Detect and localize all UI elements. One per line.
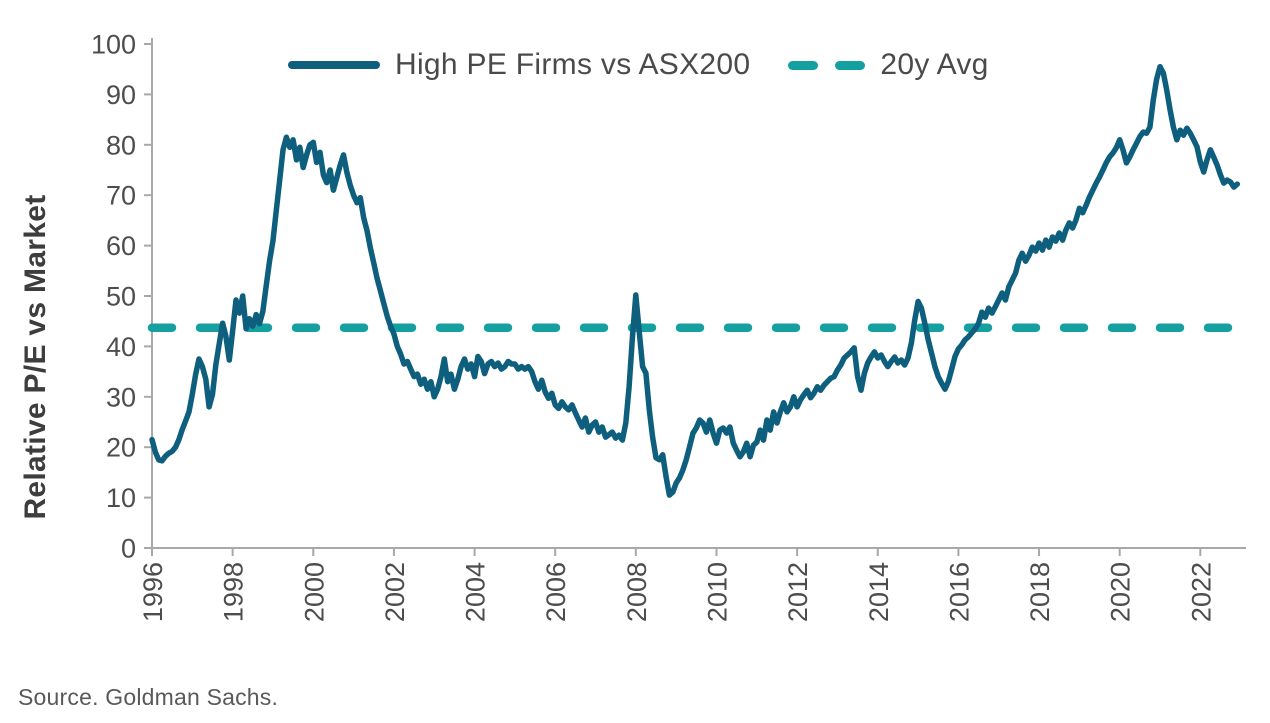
x-tick-label: 2022 <box>1186 562 1216 622</box>
x-tick-label: 2010 <box>702 562 732 622</box>
legend-series-label: High PE Firms vs ASX200 <box>395 48 751 81</box>
x-tick-label: 2004 <box>461 562 491 622</box>
y-tick-label: 80 <box>106 130 136 160</box>
x-tick-label: 2014 <box>864 562 894 622</box>
x-tick-label: 1996 <box>138 562 168 622</box>
legend-avg-label: 20y Avg <box>880 48 989 81</box>
y-tick-label: 10 <box>106 483 136 513</box>
axes-lines <box>151 38 1246 549</box>
y-tick-label: 90 <box>106 80 136 110</box>
legend-dash-segment <box>788 60 819 70</box>
x-tick-label: 2012 <box>783 562 813 622</box>
x-tick-label: 2018 <box>1025 562 1055 622</box>
x-tick-label: 2002 <box>380 562 410 622</box>
legend-series-swatch <box>288 61 380 69</box>
y-tick-label: 40 <box>106 332 136 362</box>
x-tick-label: 2006 <box>541 562 571 622</box>
y-tick-label: 30 <box>106 382 136 412</box>
x-tick-label: 1998 <box>219 562 249 622</box>
x-tick-label: 2008 <box>622 562 652 622</box>
chart-legend: High PE Firms vs ASX200 20y Avg <box>288 44 989 86</box>
x-tick-label: 2020 <box>1106 562 1136 622</box>
y-tick-label: 50 <box>106 282 136 312</box>
y-tick-label: 70 <box>106 181 136 211</box>
pe-series-line <box>149 63 1241 498</box>
y-tick-label: 20 <box>106 433 136 463</box>
y-tick-label: 0 <box>121 534 136 564</box>
legend-dash-segment <box>835 60 866 70</box>
y-tick-label: 60 <box>106 231 136 261</box>
source-note: Source. Goldman Sachs. <box>18 684 279 710</box>
y-tick-label: 100 <box>91 30 136 60</box>
legend-avg-swatch <box>788 60 866 70</box>
x-tick-label: 2000 <box>299 562 329 622</box>
x-tick-label: 2016 <box>944 562 974 622</box>
